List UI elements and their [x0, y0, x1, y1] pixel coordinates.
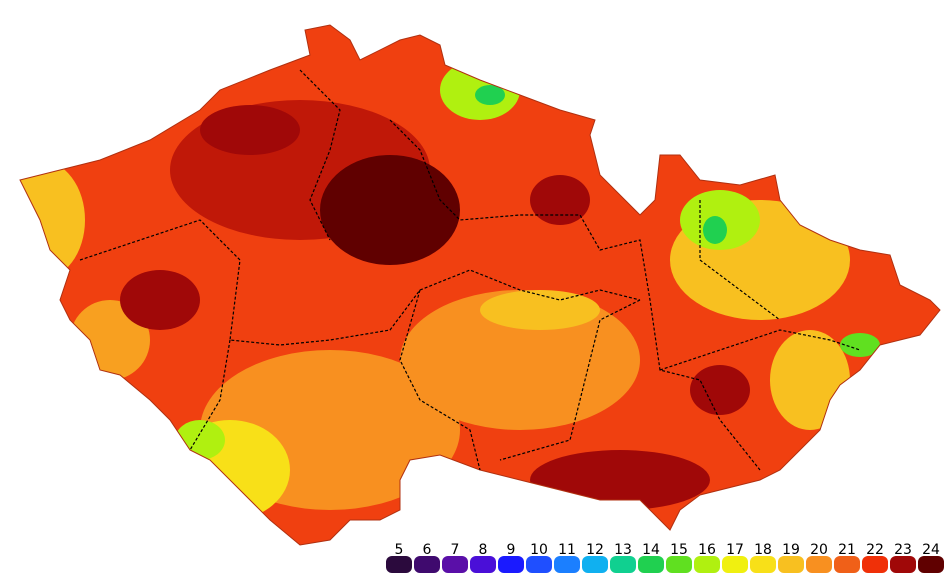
- legend-label: 24: [922, 542, 940, 558]
- legend-label: 9: [507, 542, 516, 558]
- legend-label: 21: [838, 542, 856, 558]
- region-border: [79, 219, 641, 346]
- map-region: [530, 450, 710, 510]
- legend-swatch: [442, 556, 468, 573]
- legend-label: 20: [810, 542, 828, 558]
- map-region: [200, 105, 300, 155]
- legend-swatch: [918, 556, 944, 573]
- legend-label: 6: [423, 542, 432, 558]
- legend-swatch: [890, 556, 916, 573]
- legend-label: 11: [558, 542, 576, 558]
- legend-swatch: [834, 556, 860, 573]
- map-region: [690, 365, 750, 415]
- map-region: [480, 290, 600, 330]
- legend-swatch: [498, 556, 524, 573]
- map-region: [703, 216, 727, 244]
- legend-label: 18: [754, 542, 772, 558]
- legend-swatch: [470, 556, 496, 573]
- legend-swatch: [694, 556, 720, 573]
- legend-swatch: [750, 556, 776, 573]
- legend-swatch: [778, 556, 804, 573]
- legend-swatch: [666, 556, 692, 573]
- legend-label: 22: [866, 542, 884, 558]
- legend-label: 13: [614, 542, 632, 558]
- legend-swatch: [862, 556, 888, 573]
- region-border: [389, 119, 761, 471]
- map-region: [400, 290, 640, 430]
- legend-label: 10: [530, 542, 548, 558]
- region-border: [399, 289, 481, 471]
- legend-swatch: [610, 556, 636, 573]
- legend-swatch: [638, 556, 664, 573]
- region-border: [659, 329, 861, 371]
- map-region: [120, 270, 200, 330]
- legend-label: 8: [479, 542, 488, 558]
- legend-label: 23: [894, 542, 912, 558]
- legend-label: 12: [586, 542, 604, 558]
- legend: 5 6 7 8 9 10 11 12 13 14 15 16 17 18 19 20 21 22 23 24: [386, 542, 944, 573]
- legend-swatch: [806, 556, 832, 573]
- region-border: [299, 69, 341, 241]
- map-region: [840, 333, 880, 357]
- legend-label: 19: [782, 542, 800, 558]
- legend-label: 16: [698, 542, 716, 558]
- legend-label: 14: [642, 542, 660, 558]
- region-border: [189, 339, 231, 451]
- map-region: [320, 155, 460, 265]
- map-region: [475, 85, 505, 105]
- legend-swatch: [722, 556, 748, 573]
- legend-label: 15: [670, 542, 688, 558]
- map-region: [770, 330, 850, 430]
- map-region: [175, 420, 225, 460]
- legend-swatch: [386, 556, 412, 573]
- legend-label: 7: [451, 542, 460, 558]
- map-region: [530, 175, 590, 225]
- region-border: [699, 200, 781, 321]
- legend-swatch: [554, 556, 580, 573]
- legend-swatch: [414, 556, 440, 573]
- legend-label: 17: [726, 542, 744, 558]
- legend-label: 5: [395, 542, 404, 558]
- legend-swatch: [526, 556, 552, 573]
- region-border: [499, 299, 641, 461]
- legend-swatch: [582, 556, 608, 573]
